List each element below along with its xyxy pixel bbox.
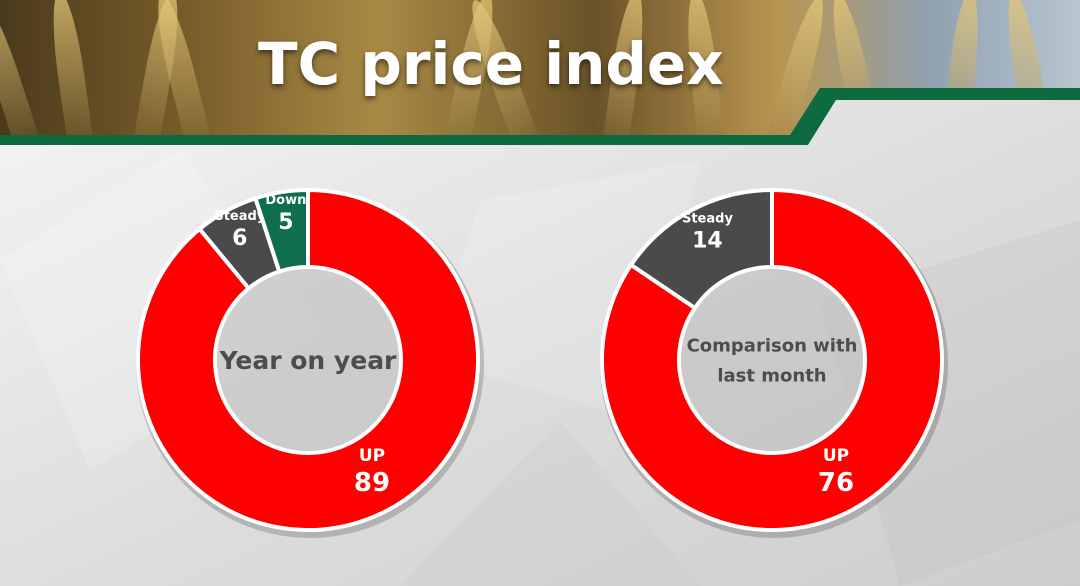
slice-value: 14 bbox=[692, 229, 723, 254]
slice-label: Steady bbox=[214, 209, 265, 224]
slice-steady bbox=[629, 188, 774, 310]
page-title: TC price index bbox=[258, 30, 724, 98]
slice-up bbox=[136, 188, 480, 532]
slice-label: UP bbox=[359, 446, 385, 466]
slice-value: 5 bbox=[278, 210, 293, 235]
slice-value: 76 bbox=[818, 468, 854, 498]
slice-label: Down bbox=[265, 193, 306, 208]
accent-bar bbox=[0, 88, 1080, 145]
slice-value: 89 bbox=[354, 468, 390, 498]
slice-up bbox=[600, 188, 944, 532]
slice-value: 6 bbox=[232, 226, 247, 251]
chart-center-title: Year on year bbox=[219, 346, 397, 375]
slice-label: UP bbox=[823, 446, 849, 466]
slice-label: Steady bbox=[682, 212, 733, 227]
chart-center-title: last month bbox=[717, 365, 826, 386]
donut-hole bbox=[681, 269, 863, 451]
slice-down bbox=[253, 188, 310, 274]
donut-hole bbox=[217, 269, 399, 451]
chart-center-title: Comparison with bbox=[687, 335, 858, 356]
